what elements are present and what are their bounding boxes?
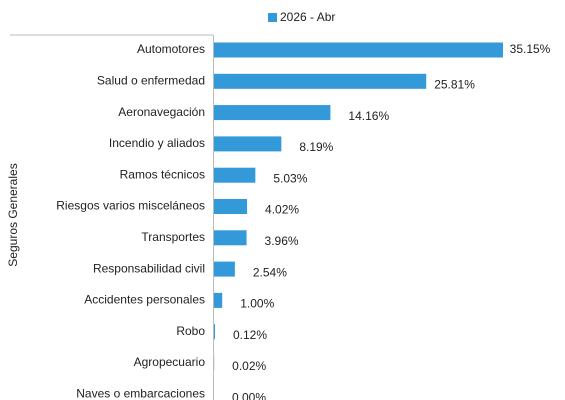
value-label: 5.03% (273, 171, 307, 185)
category-label: Ramos técnicos (120, 167, 205, 181)
value-label: 14.16% (348, 109, 389, 123)
category-label: Robo (176, 324, 205, 338)
bar (214, 105, 331, 121)
category-label: Accidentes personales (84, 293, 205, 307)
category-label: Automotores (137, 42, 205, 56)
bar (214, 324, 215, 340)
bar (214, 136, 282, 152)
category-label: Salud o enfermedad (97, 73, 205, 87)
bar (214, 230, 247, 246)
value-label: 25.81% (434, 77, 475, 91)
legend-label: 2026 - Abr (280, 10, 335, 24)
value-label: 0.00% (232, 390, 266, 400)
value-label: 8.19% (299, 140, 333, 154)
value-label: 0.02% (232, 359, 266, 373)
category-label: Aeronavegación (118, 105, 205, 119)
group-label: Seguros Generales (6, 163, 20, 266)
value-label: 3.96% (265, 234, 299, 248)
bar (214, 73, 427, 89)
bar (214, 292, 223, 308)
bar (214, 199, 248, 214)
category-label: Responsabilidad civil (93, 261, 205, 275)
category-label: Transportes (141, 230, 205, 244)
value-label: 35.15% (510, 42, 551, 56)
bar (214, 167, 256, 183)
category-label: Agropecuario (134, 355, 206, 369)
category-label: Riesgos varios misceláneos (56, 199, 205, 213)
value-label: 2.54% (253, 265, 287, 279)
bar (214, 261, 235, 277)
category-label: Naves o embarcaciones (76, 386, 205, 400)
bar (214, 42, 503, 58)
value-label: 0.12% (233, 328, 267, 342)
legend-swatch (268, 13, 277, 22)
category-label: Incendio y aliados (109, 136, 205, 150)
value-label: 1.00% (240, 297, 274, 311)
value-label: 4.02% (265, 203, 299, 217)
